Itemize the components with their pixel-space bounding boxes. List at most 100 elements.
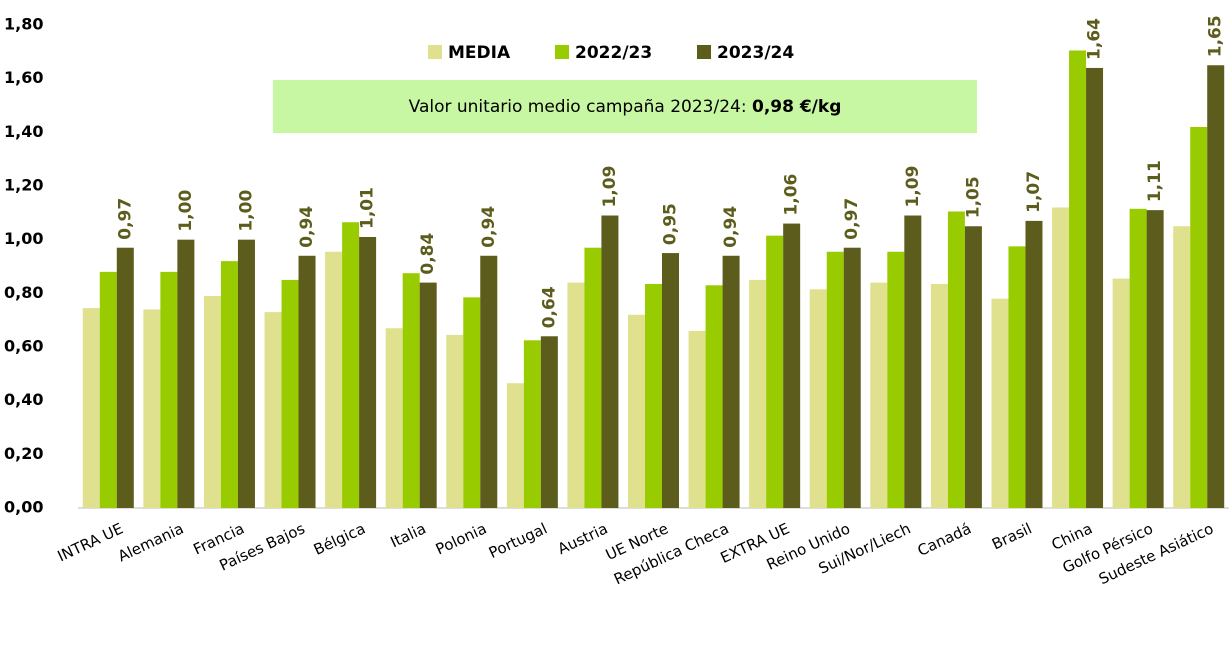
- bar: [628, 314, 645, 508]
- bar: [904, 215, 922, 508]
- x-tick-label: Alemania: [115, 519, 186, 565]
- bar: [523, 340, 541, 508]
- bar: [143, 309, 161, 508]
- bar: [446, 334, 464, 508]
- bar: [160, 271, 178, 508]
- y-tick-label: 0,40: [4, 390, 43, 409]
- bar: [705, 285, 723, 508]
- legend-label: 2022/23: [575, 43, 652, 63]
- bar: [1207, 65, 1225, 508]
- value-label: 1,07: [1024, 171, 1044, 213]
- bar: [722, 255, 740, 508]
- bar: [601, 215, 619, 508]
- bar: [342, 222, 360, 508]
- value-label: 0,64: [539, 286, 559, 328]
- value-label: 0,94: [297, 206, 317, 248]
- bar: [298, 255, 316, 508]
- bar: [783, 223, 801, 509]
- bar: [480, 255, 498, 508]
- bar: [567, 282, 585, 508]
- bar: [991, 298, 1009, 508]
- value-label: 1,00: [176, 190, 196, 232]
- bar: [281, 279, 299, 508]
- bar: [688, 330, 706, 508]
- value-label: 1,64: [1085, 18, 1105, 60]
- value-label: 1,65: [1206, 15, 1226, 57]
- value-label: 0,84: [418, 232, 438, 274]
- y-tick-label: 1,00: [4, 229, 43, 248]
- bar: [964, 226, 982, 508]
- legend-label: MEDIA: [448, 43, 511, 63]
- bar: [1069, 50, 1087, 508]
- y-tick-label: 1,40: [4, 122, 43, 141]
- x-tick-label: Austria: [555, 519, 611, 558]
- value-label: 1,00: [236, 190, 256, 232]
- value-label: 0,97: [115, 198, 135, 240]
- value-label: 1,09: [600, 166, 620, 208]
- y-tick-label: 1,60: [4, 68, 43, 87]
- x-tick-label: Italia: [388, 519, 429, 551]
- bar: [584, 247, 602, 508]
- value-label: 1,11: [1145, 160, 1165, 202]
- x-tick-label: Portugal: [486, 519, 550, 562]
- bar: [843, 247, 861, 508]
- legend-swatch: [555, 45, 569, 59]
- x-tick-label: Polonia: [433, 519, 489, 558]
- x-tick-label: Brasil: [989, 519, 1035, 553]
- y-tick-label: 0,00: [4, 498, 43, 517]
- bar: [930, 283, 948, 508]
- bar: [419, 282, 437, 508]
- bar: [359, 236, 377, 508]
- legend-swatch: [428, 45, 442, 59]
- bar: [1025, 220, 1043, 508]
- bar: [645, 283, 662, 508]
- bar: [264, 312, 282, 508]
- value-label: 0,95: [661, 203, 681, 245]
- legend-label: 2023/24: [717, 43, 794, 63]
- bar: [1190, 126, 1208, 508]
- bar: [506, 383, 524, 508]
- bar: [870, 282, 888, 508]
- bar: [116, 247, 134, 508]
- bar: [540, 336, 558, 508]
- value-label: 1,06: [782, 174, 802, 216]
- y-tick-label: 0,60: [4, 337, 43, 356]
- bar: [1173, 226, 1191, 508]
- x-tick-label: INTRA UE: [55, 519, 126, 565]
- legend-swatch: [697, 45, 711, 59]
- bar: [1129, 208, 1147, 508]
- bar: [463, 297, 481, 508]
- bar: [1052, 207, 1070, 508]
- annotation-box: [273, 80, 977, 133]
- value-label: 0,94: [721, 206, 741, 248]
- x-tick-label: Canadá: [915, 519, 974, 559]
- bar: [1086, 67, 1104, 508]
- bar: [402, 273, 420, 508]
- value-label: 0,97: [842, 198, 862, 240]
- value-label: 1,05: [963, 176, 983, 218]
- bar: [887, 251, 905, 508]
- bar: [947, 211, 965, 508]
- value-label: 1,09: [903, 166, 923, 208]
- bar: [220, 261, 238, 508]
- bar: [325, 251, 343, 508]
- value-label: 0,94: [479, 206, 499, 248]
- annotation-value: 0,98 €/kg: [752, 97, 841, 117]
- bar: [82, 308, 100, 508]
- bar: [385, 328, 403, 508]
- bar: [809, 289, 827, 508]
- bar: [177, 239, 195, 508]
- value-label: 1,01: [358, 187, 378, 229]
- bar: [662, 253, 679, 508]
- y-tick-label: 0,20: [4, 444, 43, 463]
- y-tick-label: 0,80: [4, 283, 43, 302]
- annotation: Valor unitario medio campaña 2023/24: 0,…: [409, 97, 842, 117]
- bar: [203, 296, 221, 508]
- x-tick-label: Bélgica: [311, 519, 368, 558]
- bar: [99, 271, 117, 508]
- bar: [766, 235, 784, 508]
- bar: [826, 251, 844, 508]
- bar: [1146, 210, 1164, 508]
- bar: [1112, 278, 1130, 508]
